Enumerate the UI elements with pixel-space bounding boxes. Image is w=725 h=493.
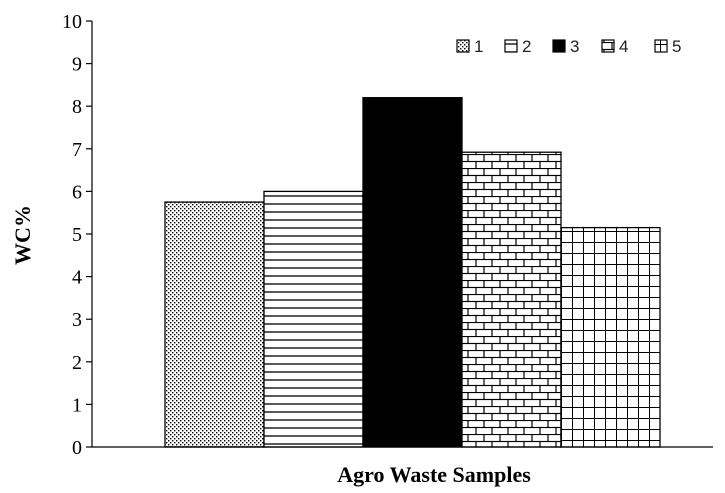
y-tick-label: 2 xyxy=(72,352,82,374)
legend-swatch-5 xyxy=(654,39,668,53)
bar-sample-2 xyxy=(263,190,364,448)
legend-swatch-1 xyxy=(456,39,470,53)
bar-sample-4 xyxy=(461,151,562,448)
bar-sample-3 xyxy=(362,97,463,448)
legend-label-5: 5 xyxy=(672,37,681,56)
y-tick-label: 9 xyxy=(72,54,82,76)
y-ticks-group: 0 1 2 3 4 5 6 7 8 9 10 xyxy=(62,11,92,459)
y-tick-label: 1 xyxy=(72,394,82,416)
legend: 1 2 3 4 5 xyxy=(456,37,681,56)
y-tick-label: 5 xyxy=(72,224,82,246)
y-tick-label: 7 xyxy=(72,139,82,161)
legend-label-4: 4 xyxy=(619,37,628,56)
y-tick-label: 10 xyxy=(62,11,82,33)
bars-group xyxy=(164,97,661,448)
legend-swatch-2 xyxy=(504,39,518,53)
legend-swatch-4 xyxy=(601,39,615,53)
y-tick-label: 4 xyxy=(72,267,82,289)
legend-label-1: 1 xyxy=(474,37,483,56)
legend-label-2: 2 xyxy=(522,37,531,56)
y-tick-label: 8 xyxy=(72,96,82,118)
bar-sample-1 xyxy=(164,201,265,448)
x-axis-title: Agro Waste Samples xyxy=(337,462,531,487)
bar-sample-5 xyxy=(560,226,661,448)
y-tick-label: 6 xyxy=(72,181,82,203)
y-tick-label: 3 xyxy=(72,309,82,331)
y-tick-label: 0 xyxy=(72,437,82,459)
legend-label-3: 3 xyxy=(570,37,579,56)
y-axis-title: WC% xyxy=(10,205,35,265)
legend-swatch-3 xyxy=(552,39,566,53)
